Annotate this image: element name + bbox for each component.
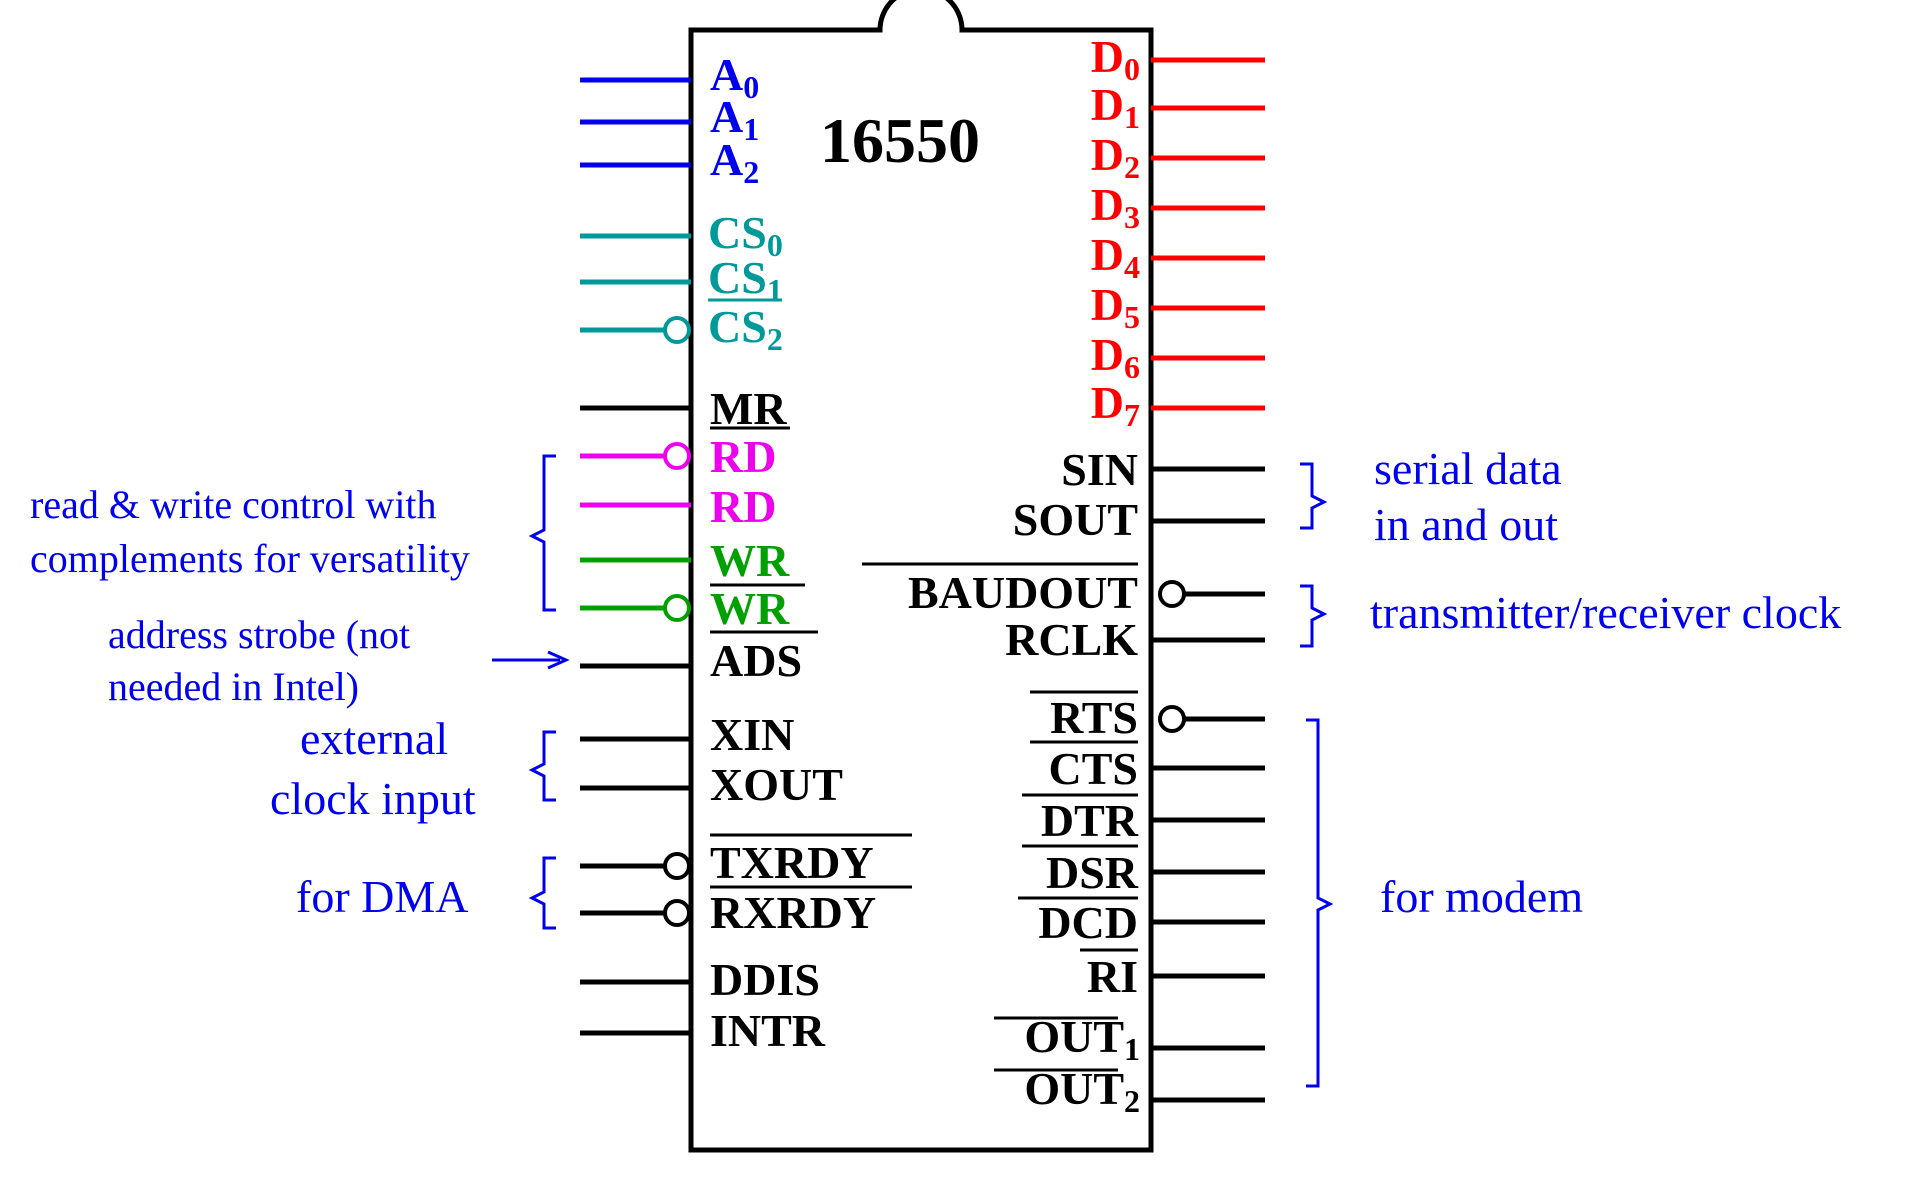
pin-label-d1: D1 [1091, 79, 1140, 135]
pin-label-a2: A2 [710, 134, 759, 190]
inversion-bubble-rts [1158, 705, 1186, 733]
inversion-bubble-txrdy [663, 852, 691, 880]
inversion-bubble-cs2 [663, 316, 691, 344]
brace-modem [1306, 718, 1334, 1088]
brace-read-write [528, 454, 556, 612]
pin-label-baudout: BAUDOUT [908, 567, 1138, 618]
chip-body [688, 0, 1154, 1153]
pin-label-rts: RTS [1050, 692, 1138, 743]
inversion-bubble-rd [663, 442, 691, 470]
pin-label-d0: D0 [1091, 31, 1140, 87]
pin-label-xout: XOUT [710, 759, 843, 810]
pin-label-rclk: RCLK [1005, 614, 1138, 665]
annotation-modem: for modem [1380, 871, 1583, 922]
pin-label-wr-inverted: WR [710, 583, 790, 634]
pin-label-mr: MR [710, 383, 787, 434]
pin-label-ads: ADS [710, 635, 802, 686]
pin-label-rxrdy: RXRDY [710, 887, 876, 938]
annotation-ads-line2: needed in Intel) [108, 664, 359, 709]
pin-label-d4: D4 [1091, 229, 1140, 285]
pin-label-cs0: CS0 [708, 207, 783, 263]
pin-label-intr: INTR [710, 1005, 826, 1056]
pin-label-cs2: CS2 [708, 301, 783, 357]
inversion-bubble-rxrdy [663, 899, 691, 927]
annotation-dma: for DMA [296, 871, 468, 922]
pin-label-wr: WR [710, 535, 790, 586]
pin-label-sin: SIN [1061, 444, 1138, 495]
pin-label-dtr: DTR [1041, 795, 1139, 846]
pin-label-a1: A1 [710, 91, 759, 147]
pin-label-cs1: CS1 [708, 252, 783, 308]
data-bus-pin-lines [1151, 57, 1265, 411]
pin-label-sout: SOUT [1013, 494, 1138, 545]
brace-clock-input [528, 730, 556, 802]
chip-title: 16550 [820, 105, 980, 176]
pin-label-d7: D7 [1091, 377, 1140, 433]
annotation-ads-line1: address strobe (not [108, 612, 410, 657]
pin-label-rd: RD [710, 481, 776, 532]
brace-dma [528, 856, 556, 930]
pin-label-out2: OUT2 [1024, 1063, 1140, 1119]
pin-label-d2: D2 [1091, 129, 1140, 185]
pin-label-txrdy: TXRDY [710, 837, 874, 888]
pin-label-ri: RI [1087, 951, 1138, 1002]
annotation-txrx-clock: transmitter/receiver clock [1370, 587, 1841, 638]
pin-label-d3: D3 [1091, 179, 1140, 235]
pin-label-cts: CTS [1049, 743, 1138, 794]
annotation-serial-line2: in and out [1374, 499, 1558, 550]
pin-label-d5: D5 [1091, 279, 1140, 335]
pin-label-rd-inverted: RD [710, 431, 776, 482]
pin-label-d6: D6 [1091, 329, 1140, 385]
pin-label-dsr: DSR [1046, 847, 1139, 898]
inversion-bubble-baudout [1158, 580, 1186, 608]
pin-label-xin: XIN [710, 709, 794, 760]
brace-serial-data [1300, 462, 1328, 530]
pin-label-out1: OUT1 [1024, 1011, 1140, 1067]
annotation-rw-line1: read & write control with [30, 482, 437, 527]
inversion-bubble-wr [663, 594, 691, 622]
pin-label-ddis: DDIS [710, 954, 820, 1005]
arrow-ads-head [547, 650, 570, 670]
annotation-clk-line1: external [300, 713, 448, 764]
pin-label-dcd: DCD [1038, 897, 1138, 948]
annotation-clk-line2: clock input [270, 773, 476, 824]
brace-txrx-clock [1300, 584, 1328, 648]
annotation-rw-line2: complements for versatility [30, 536, 470, 581]
pin-label-a0: A0 [710, 49, 759, 105]
annotation-serial-line1: serial data [1374, 443, 1562, 494]
